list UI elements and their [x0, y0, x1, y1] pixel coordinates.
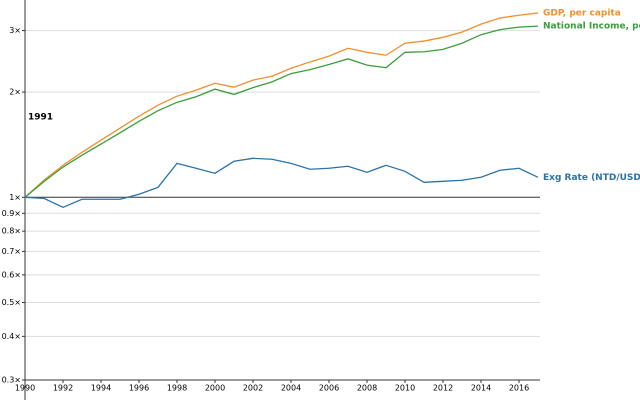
- y-tick-label: 0.4×: [2, 332, 21, 341]
- y-tick-label: 3×: [9, 26, 21, 35]
- y-tick-label: 0.9×: [2, 209, 21, 218]
- series-label: Exg Rate (NTD/USD): [543, 173, 640, 183]
- y-tick-label: 0.6×: [2, 270, 21, 279]
- x-tick-label: 1992: [53, 384, 73, 393]
- series-label: National Income, per: [543, 22, 640, 32]
- x-tick-label: 2008: [357, 384, 377, 393]
- x-tick-label: 1994: [91, 384, 111, 393]
- x-tick-label: 1996: [129, 384, 149, 393]
- x-tick-label: 2014: [471, 384, 491, 393]
- series-line: [24, 157, 539, 209]
- series-line: [24, 25, 539, 198]
- x-tick-label: 2002: [243, 384, 263, 393]
- series-label: GDP, per capita: [543, 8, 621, 18]
- y-tick-label: 0.7×: [2, 247, 21, 256]
- y-tick-label: 0.8×: [2, 227, 21, 236]
- y-tick-label: 2×: [9, 88, 21, 97]
- x-tick-label: 2000: [205, 384, 225, 393]
- annotation: 1991: [28, 113, 53, 123]
- y-tick-label: 0.3×: [2, 376, 21, 385]
- x-tick-label: 2006: [319, 384, 339, 393]
- x-tick-label: 1990: [15, 384, 35, 393]
- y-tick-label: 0.5×: [2, 298, 21, 307]
- series-line: [24, 12, 539, 198]
- y-tick-label: 1×: [9, 193, 21, 202]
- x-tick-label: 2004: [281, 384, 301, 393]
- x-tick-label: 2016: [509, 384, 529, 393]
- x-tick-label: 1998: [167, 384, 187, 393]
- x-tick-label: 2012: [433, 384, 453, 393]
- x-tick-label: 2010: [395, 384, 415, 393]
